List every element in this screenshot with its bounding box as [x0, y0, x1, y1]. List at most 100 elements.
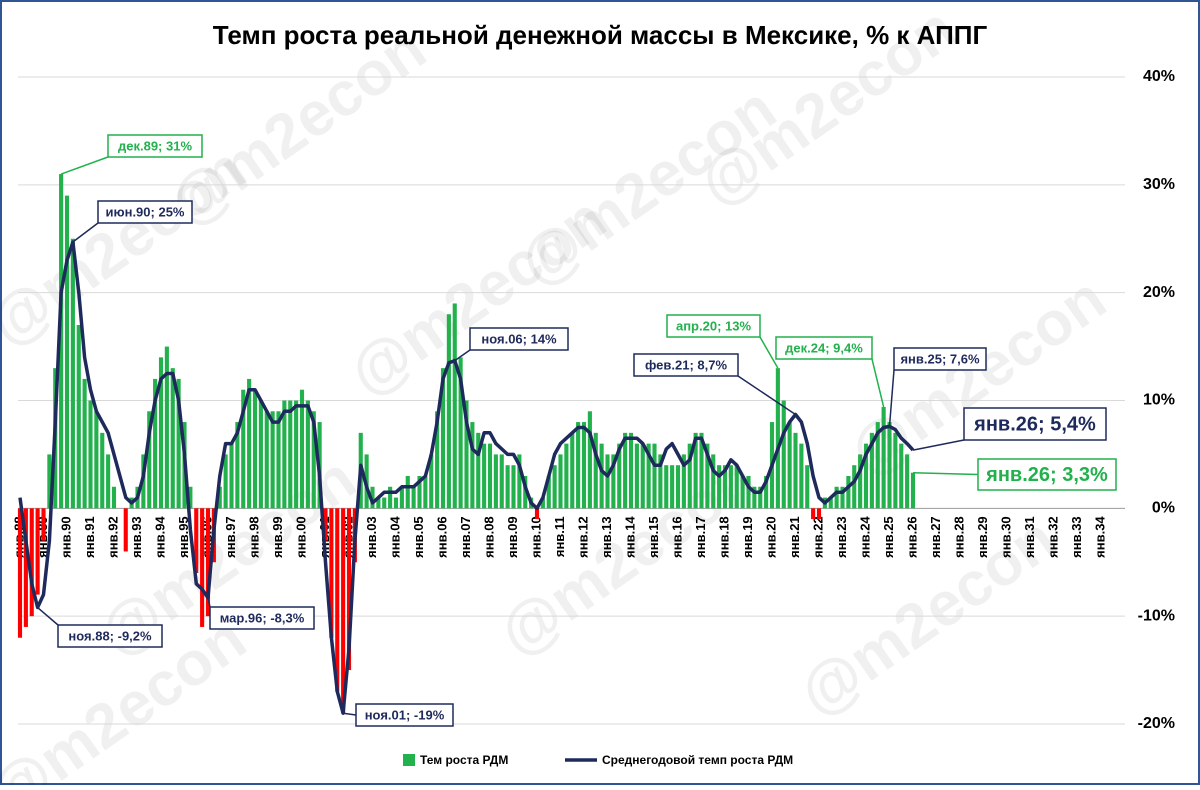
- bar: [576, 422, 581, 509]
- bar: [458, 357, 463, 509]
- bar: [581, 422, 587, 509]
- y-tick-label: -20%: [1138, 715, 1175, 732]
- bar: [299, 389, 305, 509]
- y-tick-label: 20%: [1143, 284, 1175, 301]
- x-tick-label: янв.04: [387, 516, 402, 558]
- annotation-text: ноя.01; -19%: [365, 707, 445, 722]
- bar: [41, 508, 46, 541]
- annotation-box: [107, 134, 203, 158]
- bar: [628, 432, 634, 509]
- bar: [482, 443, 487, 509]
- bar: [235, 422, 240, 509]
- bar: [681, 454, 686, 509]
- bar: [258, 400, 263, 509]
- bar: [452, 303, 457, 509]
- x-tick-label: янв.16: [669, 516, 684, 558]
- bar: [793, 432, 798, 509]
- bar: [64, 195, 70, 509]
- bar: [805, 465, 810, 509]
- bar: [382, 497, 387, 509]
- annotation-box: [209, 606, 315, 630]
- x-tick-label: янв.92: [105, 516, 120, 558]
- x-tick-label: янв.28: [951, 516, 966, 558]
- bar: [846, 475, 851, 509]
- bar: [746, 475, 751, 509]
- x-tick-label: янв.06: [434, 516, 449, 558]
- x-tick-label: янв.12: [575, 516, 590, 558]
- annotation-leader: [737, 375, 796, 416]
- bar: [170, 368, 175, 509]
- bar: [59, 174, 64, 509]
- bar: [276, 411, 281, 509]
- bar: [499, 454, 504, 509]
- bar: [811, 508, 816, 520]
- bar: [205, 508, 211, 617]
- x-tick-label: янв.08: [481, 516, 496, 558]
- x-tick-label: янв.20: [763, 516, 778, 558]
- bar: [693, 432, 698, 509]
- annotation-text: фев.21; 8,7%: [645, 357, 728, 372]
- bar: [35, 508, 40, 595]
- bar: [863, 443, 869, 509]
- bar: [158, 357, 164, 509]
- annotation-box: [977, 458, 1117, 491]
- bar: [423, 475, 428, 509]
- x-tick-label: янв.22: [810, 516, 825, 558]
- annotation-text: ноя.88; -9,2%: [68, 628, 152, 643]
- bar: [493, 454, 498, 509]
- x-tick-label: янв.93: [129, 516, 144, 558]
- annotation-leader: [888, 369, 895, 427]
- bar: [658, 454, 663, 509]
- bar: [734, 465, 739, 509]
- bar: [393, 497, 399, 509]
- y-tick-label: 40%: [1143, 68, 1175, 85]
- x-tick-label: янв.19: [740, 516, 755, 558]
- bar: [617, 443, 622, 509]
- chart-title: Темп роста реальной денежной массы в Мек…: [213, 20, 988, 50]
- annotation-leader: [37, 606, 59, 626]
- bar: [176, 378, 181, 509]
- bar: [429, 454, 434, 509]
- bar: [646, 443, 651, 509]
- annotation-leader: [207, 597, 211, 608]
- annotation-box: [963, 407, 1107, 441]
- bar: [699, 432, 704, 509]
- annotation-box: [469, 327, 569, 351]
- annotation-text: апр.20; 13%: [676, 318, 751, 333]
- bar: [570, 432, 575, 509]
- bar: [388, 486, 393, 509]
- bar: [370, 486, 375, 509]
- bar: [899, 443, 904, 509]
- x-tick-label: янв.10: [528, 516, 543, 558]
- x-tick-label: янв.34: [1092, 516, 1107, 558]
- bar: [223, 454, 228, 509]
- x-tick-label: янв.32: [1045, 516, 1060, 558]
- bar: [605, 454, 610, 509]
- annotation-leader: [60, 156, 109, 175]
- x-tick-label: янв.90: [58, 516, 73, 558]
- bar: [705, 443, 710, 509]
- bar: [288, 400, 293, 509]
- annotation-box: [893, 347, 987, 371]
- annotation-box: [666, 314, 761, 338]
- annotation-leader: [343, 712, 357, 716]
- legend-label: Среднегодовой темп роста РДМ: [602, 753, 793, 767]
- bar: [270, 411, 275, 509]
- x-tick-label: янв.24: [857, 516, 872, 558]
- x-tick-label: янв.94: [152, 516, 167, 558]
- x-tick-label: янв.91: [82, 516, 97, 558]
- bar: [505, 465, 510, 509]
- bar: [711, 454, 716, 509]
- bar: [294, 400, 299, 509]
- bar: [852, 465, 857, 509]
- y-tick-label: -10%: [1138, 607, 1175, 624]
- bar: [76, 325, 81, 509]
- x-tick-label: янв.11: [552, 516, 567, 557]
- bar: [29, 508, 34, 617]
- bar: [881, 406, 886, 509]
- bar: [376, 497, 381, 509]
- bar: [464, 400, 469, 509]
- bar: [476, 432, 481, 509]
- x-tick-label: янв.00: [293, 516, 308, 558]
- annotation-box: [355, 703, 454, 727]
